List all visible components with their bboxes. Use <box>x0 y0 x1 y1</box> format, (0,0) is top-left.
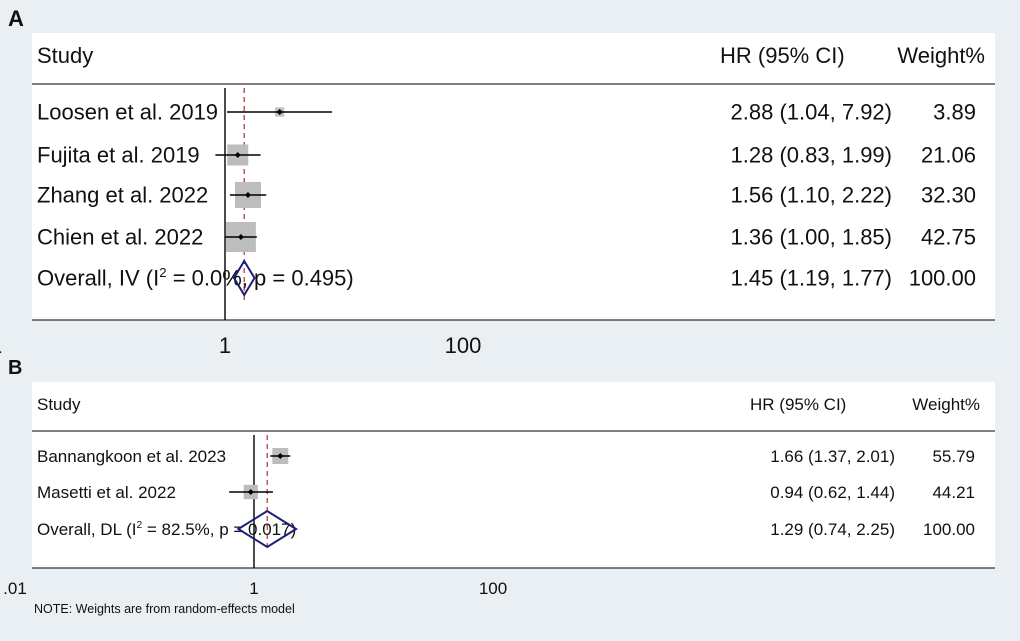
study-name: Fujita et al. 2019 <box>37 143 200 168</box>
study-weight: 42.75 <box>921 225 976 250</box>
study-hr-ci: 0.94 (0.62, 1.44) <box>770 483 895 502</box>
point-estimate-marker <box>244 192 251 198</box>
overall-diamond <box>232 259 256 297</box>
study-name: Chien et al. 2022 <box>37 225 203 250</box>
panel-label: A <box>8 6 24 31</box>
study-weight: 3.89 <box>933 100 976 125</box>
study-weight: 32.30 <box>921 183 976 208</box>
point-estimate-marker <box>247 489 254 495</box>
overall-label-suffix: = 0.0%, p = 0.495) <box>167 266 354 291</box>
study-weight: 44.21 <box>932 483 975 502</box>
x-tick-label: 1 <box>249 579 258 598</box>
x-tick-label: .01 <box>3 579 27 598</box>
header-weight: Weight% <box>912 395 980 414</box>
x-tick-label: .01 <box>0 333 2 358</box>
overall-hr-ci: 1.29 (0.74, 2.25) <box>770 520 895 539</box>
panel-a: A Study HR (95% CI) Weight% Loosen et al. 20… <box>0 6 995 358</box>
study-weight: 21.06 <box>921 143 976 168</box>
header-weight: Weight% <box>897 43 985 68</box>
overall-weight: 100.00 <box>909 266 976 291</box>
study-name: Masetti et al. 2022 <box>37 483 176 502</box>
header-hr-ci: HR (95% CI) <box>720 43 845 68</box>
study-name: Bannangkoon et al. 2023 <box>37 447 226 466</box>
overall-label: Overall, DL (I2 = 82.5%, p = 0.017) <box>37 520 296 539</box>
x-tick-label: 100 <box>445 333 482 358</box>
header-study: Study <box>37 43 93 68</box>
panel-label: B <box>8 357 22 379</box>
overall-diamond <box>236 509 298 549</box>
study-hr-ci: 1.66 (1.37, 2.01) <box>770 447 895 466</box>
panel-background <box>32 33 995 320</box>
header-hr-ci: HR (95% CI) <box>750 395 846 414</box>
study-hr-ci: 1.36 (1.00, 1.85) <box>731 225 892 250</box>
point-estimate-marker <box>237 234 244 240</box>
header-study: Study <box>37 395 81 414</box>
footnote: NOTE: Weights are from random-effects mo… <box>34 602 295 616</box>
overall-label-suffix: = 82.5%, p = 0.017) <box>142 520 296 539</box>
study-hr-ci: 1.56 (1.10, 2.22) <box>731 183 892 208</box>
overall-weight: 100.00 <box>923 520 975 539</box>
study-name: Zhang et al. 2022 <box>37 183 208 208</box>
overall-label: Overall, IV (I2 = 0.0%, p = 0.495) <box>37 265 354 291</box>
point-estimate-marker <box>276 109 283 115</box>
study-hr-ci: 1.28 (0.83, 1.99) <box>731 143 892 168</box>
panel-b: B Study HR (95% CI) Weight% Bannangkoon et a… <box>3 357 995 616</box>
study-name: Loosen et al. 2019 <box>37 100 218 125</box>
x-tick-label: 1 <box>219 333 231 358</box>
point-estimate-marker <box>277 453 284 459</box>
point-estimate-marker <box>234 152 241 158</box>
study-hr-ci: 2.88 (1.04, 7.92) <box>731 100 892 125</box>
overall-label-prefix: Overall, IV (I <box>37 266 159 291</box>
study-weight: 55.79 <box>932 447 975 466</box>
overall-label-superscript: 2 <box>159 265 166 280</box>
overall-hr-ci: 1.45 (1.19, 1.77) <box>731 266 892 291</box>
overall-label-prefix: Overall, DL (I <box>37 520 137 539</box>
x-tick-label: 100 <box>479 579 507 598</box>
panel-background <box>32 382 995 568</box>
overall-label-superscript: 2 <box>137 520 143 531</box>
